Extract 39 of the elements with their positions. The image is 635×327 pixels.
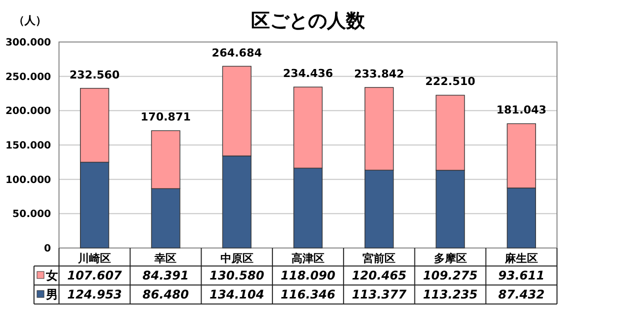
x-tick-label: 高津区 <box>292 252 324 265</box>
x-tick-label: 麻生区 <box>504 252 538 265</box>
legend-label: 女 <box>45 268 58 283</box>
data-label: 124.953 <box>67 288 122 302</box>
y-tick-label: 150.000 <box>5 140 52 152</box>
data-label: 84.391 <box>142 268 189 283</box>
y-tick-label: 300.000 <box>5 38 52 48</box>
x-tick-label: 多摩区 <box>434 252 467 265</box>
data-label: 113.377 <box>352 288 408 302</box>
data-label: 109.275 <box>422 268 478 283</box>
chart-title: 区ごとの人数 <box>251 10 366 32</box>
total-label: 233.842 <box>354 67 404 80</box>
y-axis-title: （人） <box>14 14 46 27</box>
total-label: 234.436 <box>282 67 334 80</box>
data-label: 116.346 <box>280 288 336 302</box>
data-label: 118.090 <box>280 268 336 283</box>
data-label: 120.465 <box>352 268 406 283</box>
total-label: 232.560 <box>70 68 120 82</box>
y-tick-label: 200.000 <box>5 106 52 118</box>
x-tick-label: 宮前区 <box>362 252 396 265</box>
total-label: 181.043 <box>496 104 546 117</box>
y-tick-label: 0 <box>44 244 52 254</box>
data-label: 86.480 <box>142 288 189 302</box>
legend-label: 男 <box>45 288 58 302</box>
data-label: 87.432 <box>498 288 545 302</box>
total-label: 170.871 <box>140 110 191 124</box>
total-label: 264.684 <box>212 46 262 60</box>
x-tick-label: 川崎区 <box>77 252 112 265</box>
y-tick-label: 250.000 <box>5 72 52 83</box>
data-label: 93.611 <box>498 268 545 283</box>
y-tick-label: 50.000 <box>12 209 52 220</box>
x-tick-label: 中原区 <box>220 252 254 265</box>
data-label: 113.235 <box>422 288 478 302</box>
x-tick-label: 幸区 <box>154 252 177 265</box>
data-label: 134.104 <box>210 288 264 302</box>
total-label: 222.510 <box>425 75 476 88</box>
y-tick-label: 100.000 <box>5 174 52 186</box>
data-label: 130.580 <box>210 268 264 283</box>
data-label: 107.607 <box>67 268 123 283</box>
